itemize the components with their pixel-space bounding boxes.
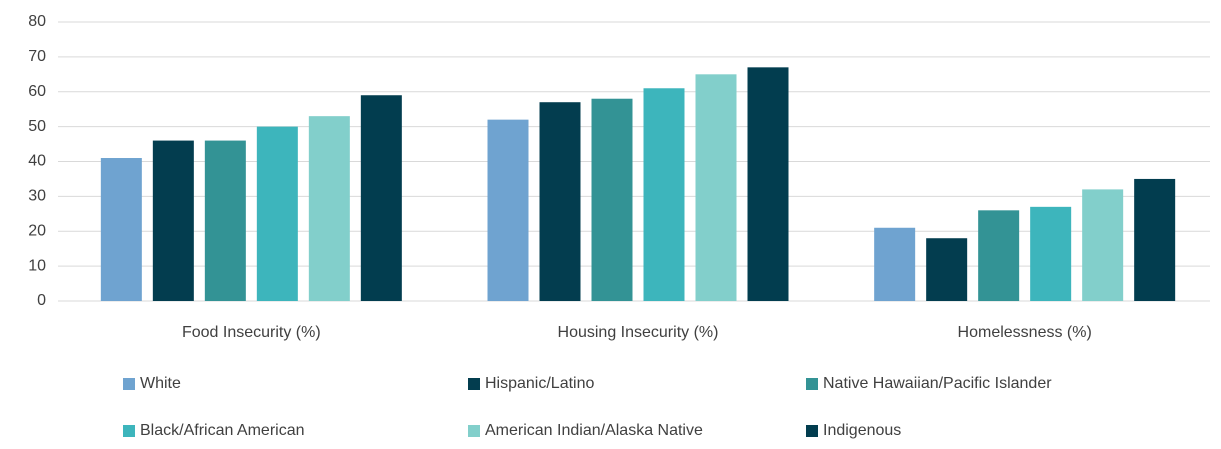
legend-label: White — [140, 375, 181, 392]
bar — [643, 88, 685, 301]
y-tick-label: 80 — [28, 13, 46, 30]
legend-swatch — [123, 378, 135, 390]
bar — [152, 140, 194, 301]
bar — [1082, 189, 1124, 301]
bar — [256, 126, 298, 301]
bar — [874, 227, 916, 301]
bar — [591, 98, 633, 301]
legend-swatch — [806, 378, 818, 390]
bar — [360, 95, 402, 301]
bar — [204, 140, 246, 301]
legend-label: Native Hawaiian/Pacific Islander — [823, 375, 1052, 392]
legend-swatch — [806, 425, 818, 437]
y-tick-label: 60 — [28, 83, 46, 100]
y-tick-label: 0 — [37, 292, 46, 309]
x-tick-label: Housing Insecurity (%) — [558, 324, 719, 341]
bar — [926, 238, 968, 301]
legend-swatch — [123, 425, 135, 437]
bar — [695, 74, 737, 301]
x-tick-label: Food Insecurity (%) — [182, 324, 321, 341]
legend-label: Hispanic/Latino — [485, 375, 595, 392]
bar — [308, 116, 350, 301]
bar — [747, 67, 789, 302]
y-tick-label: 20 — [28, 222, 46, 239]
legend-label: Black/African American — [140, 422, 305, 439]
y-tick-label: 70 — [28, 48, 46, 65]
y-tick-label: 50 — [28, 118, 46, 135]
legend-swatch — [468, 378, 480, 390]
bar — [100, 158, 142, 301]
x-tick-label: Homelessness (%) — [958, 324, 1092, 341]
legend-swatch — [468, 425, 480, 437]
legend-label: American Indian/Alaska Native — [485, 422, 703, 439]
bar — [978, 210, 1020, 301]
y-tick-label: 10 — [28, 257, 46, 274]
bar — [1134, 178, 1176, 301]
y-tick-label: 30 — [28, 188, 46, 205]
bar — [539, 102, 581, 302]
legend-label: Indigenous — [823, 422, 901, 439]
y-tick-label: 40 — [28, 153, 46, 170]
bar — [1030, 206, 1072, 301]
bar — [487, 119, 529, 302]
